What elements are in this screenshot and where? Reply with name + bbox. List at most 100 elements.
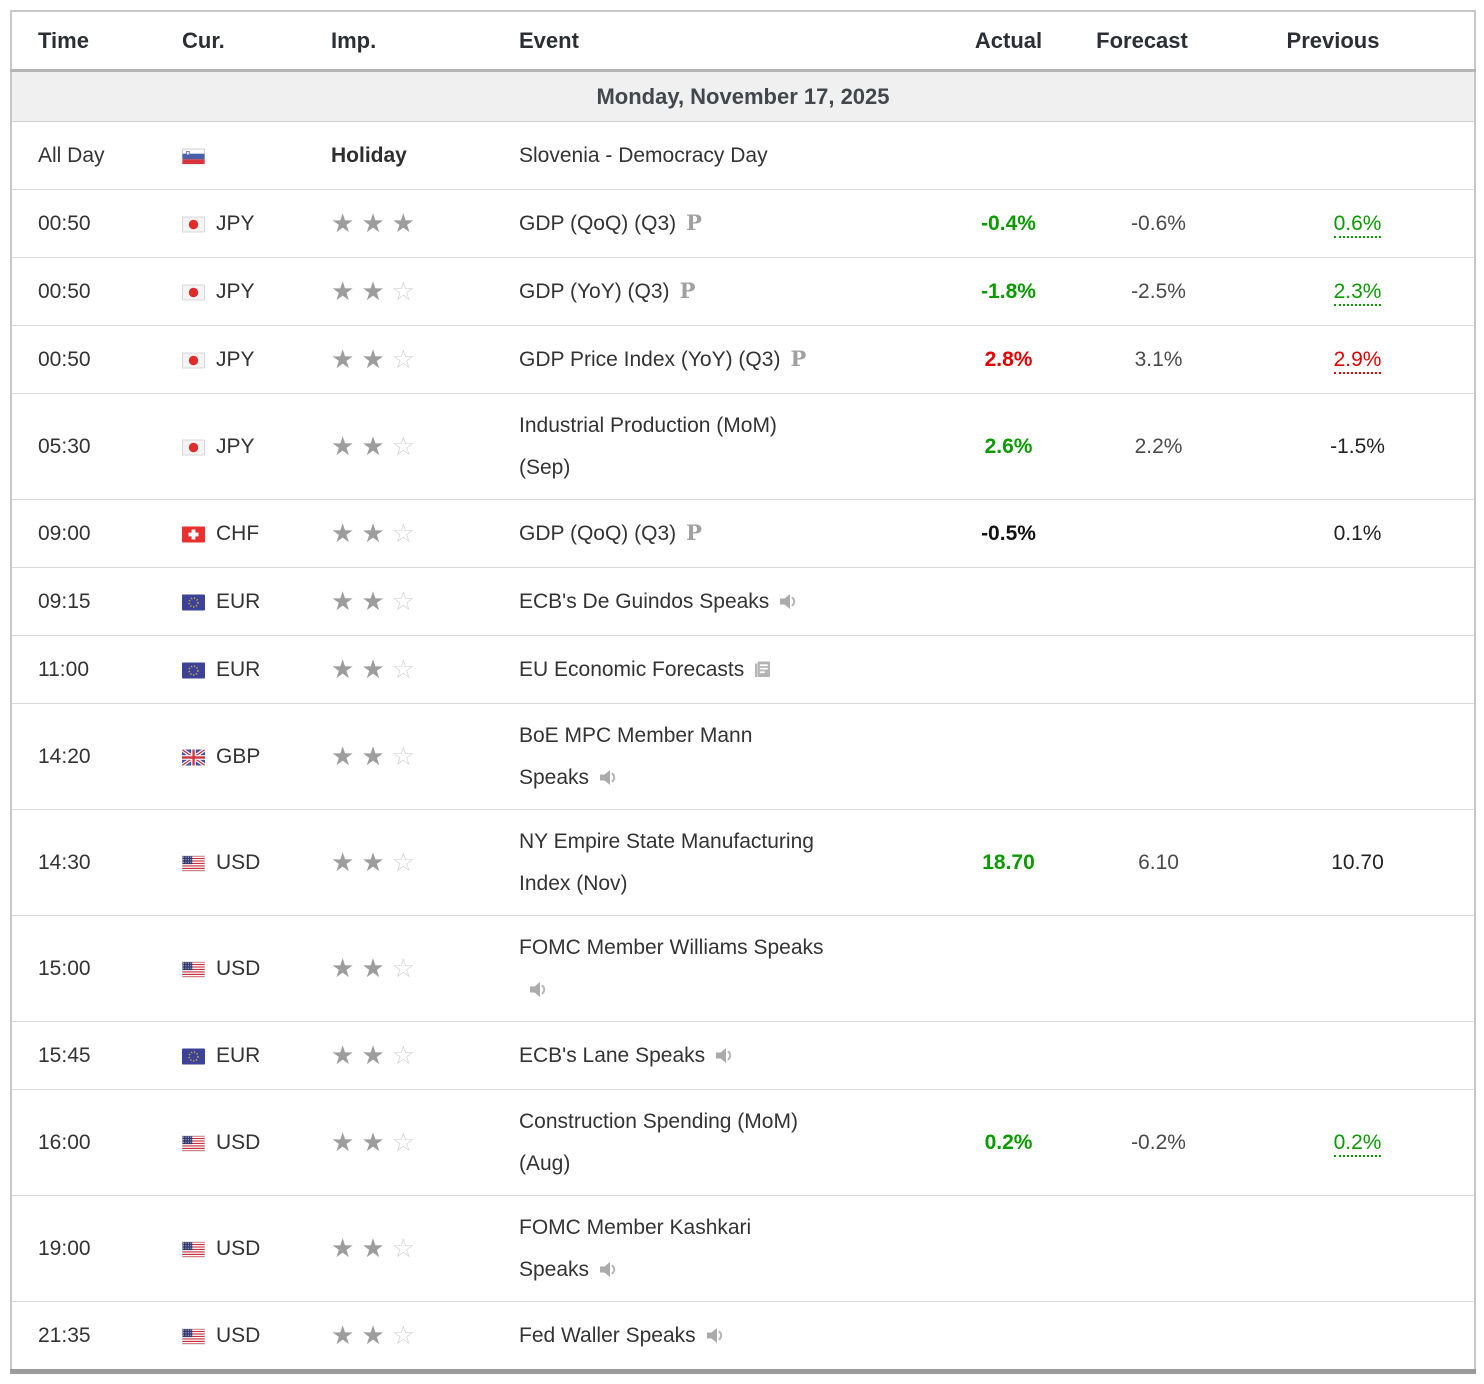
importance-rating: ★ ★ ☆	[331, 741, 422, 771]
event-text[interactable]: GDP (QoQ) (Q3)	[519, 522, 677, 545]
importance-cell: ★ ★ ☆	[301, 809, 501, 916]
star-icon: ☆	[391, 953, 415, 983]
previous-cell: 0.1%	[1241, 499, 1475, 568]
actual-cell: 18.70	[941, 809, 1076, 916]
previous-cell	[1241, 567, 1475, 636]
forecast-cell	[1076, 1195, 1241, 1302]
star-icon: ★	[331, 847, 355, 877]
event-link[interactable]: Construction Spending (MoM) (Aug)	[519, 1110, 798, 1175]
slovenia-flag-icon	[182, 148, 205, 164]
currency-cell: CHF	[136, 499, 301, 568]
event-link[interactable]: FOMC Member Williams Speaks	[519, 936, 824, 1001]
event-cell: GDP (QoQ) (Q3) P	[501, 499, 941, 568]
event-text[interactable]: Speaks	[519, 765, 590, 789]
calendar-body: Monday, November 17, 2025 All Day Holiday S…	[11, 69, 1475, 1372]
previous-value[interactable]: 0.2%	[1333, 1130, 1382, 1157]
star-icon: ★	[361, 208, 385, 238]
event-link[interactable]: GDP (YoY) (Q3) P	[519, 278, 695, 303]
event-text[interactable]: NY Empire State Manufacturing	[519, 829, 814, 853]
speaker-icon[interactable]	[528, 980, 550, 999]
previous-cell: 2.3%	[1241, 257, 1475, 326]
event-link[interactable]: ECB's De Guindos Speaks	[519, 590, 800, 613]
event-row: 14:20 GBP ★ ★ ☆ BoE MPC Member Mann Speaks	[11, 703, 1475, 810]
currency-cell: USD	[136, 1301, 301, 1372]
event-link[interactable]: GDP (QoQ) (Q3) P	[519, 210, 702, 235]
event-text[interactable]: (Sep)	[519, 455, 571, 479]
time-cell: 15:00	[11, 915, 136, 1022]
currency-cell: USD	[136, 1089, 301, 1196]
speaker-icon[interactable]	[598, 768, 620, 787]
japan-flag-icon	[182, 216, 205, 232]
speaker-icon[interactable]	[598, 1260, 620, 1279]
event-cell: EU Economic Forecasts	[501, 635, 941, 704]
event-cell: ECB's Lane Speaks	[501, 1021, 941, 1090]
event-link[interactable]: BoE MPC Member Mann Speaks	[519, 724, 752, 789]
event-text[interactable]: ECB's De Guindos Speaks	[519, 589, 770, 613]
column-header-cur: Cur.	[136, 11, 301, 71]
star-icon: ★	[331, 586, 355, 616]
star-icon: ★	[331, 431, 355, 461]
event-cell: FOMC Member Kashkari Speaks	[501, 1195, 941, 1302]
event-text[interactable]: (Aug)	[519, 1151, 571, 1175]
event-text[interactable]: Industrial Production (MoM)	[519, 413, 777, 437]
actual-cell	[941, 915, 1076, 1022]
event-text[interactable]: ECB's Lane Speaks	[519, 1043, 706, 1067]
speaker-icon[interactable]	[778, 592, 800, 611]
forecast-cell	[1076, 1021, 1241, 1090]
event-link[interactable]: Slovenia - Democracy Day	[519, 144, 768, 167]
currency-code: JPY	[216, 434, 255, 458]
actual-cell: 0.2%	[941, 1089, 1076, 1196]
event-text[interactable]: GDP Price Index (YoY) (Q3)	[519, 348, 781, 371]
economic-calendar-table: Time Cur. Imp. Event Actual Forecast Previous …	[10, 10, 1476, 1374]
actual-cell: 2.6%	[941, 393, 1076, 500]
event-link[interactable]: GDP (QoQ) (Q3) P	[519, 520, 702, 545]
event-text[interactable]: GDP (QoQ) (Q3)	[519, 212, 677, 235]
event-link[interactable]: Industrial Production (MoM) (Sep)	[519, 414, 777, 479]
speaker-icon[interactable]	[705, 1326, 727, 1345]
currency-code: USD	[216, 850, 261, 874]
event-text[interactable]: FOMC Member Kashkari	[519, 1215, 752, 1239]
currency-cell: USD	[136, 915, 301, 1022]
star-icon: ☆	[391, 431, 415, 461]
importance-cell: ★ ★ ☆	[301, 1089, 501, 1196]
previous-value: -1.5%	[1330, 434, 1385, 458]
event-text[interactable]: EU Economic Forecasts	[519, 657, 745, 681]
event-text[interactable]: Speaks	[519, 1257, 590, 1281]
event-link[interactable]: Fed Waller Speaks	[519, 1324, 727, 1347]
event-link[interactable]: NY Empire State Manufacturing Index (Nov)	[519, 830, 814, 895]
forecast-cell: 6.10	[1076, 809, 1241, 916]
previous-cell	[1241, 1301, 1475, 1372]
currency-cell: GBP	[136, 703, 301, 810]
time-cell: 19:00	[11, 1195, 136, 1302]
event-text[interactable]: GDP (YoY) (Q3)	[519, 280, 670, 303]
event-text[interactable]: Fed Waller Speaks	[519, 1323, 696, 1347]
previous-cell	[1241, 121, 1475, 190]
previous-value[interactable]: 2.9%	[1333, 347, 1382, 374]
usa-flag-icon	[182, 961, 205, 977]
event-text[interactable]: Construction Spending (MoM)	[519, 1109, 798, 1133]
forecast-cell: 3.1%	[1076, 325, 1241, 394]
date-header: Monday, November 17, 2025	[11, 69, 1475, 122]
star-icon: ★	[391, 208, 415, 238]
forecast-value: -0.2%	[1131, 1130, 1186, 1154]
star-icon: ★	[331, 276, 355, 306]
event-text[interactable]: FOMC Member Williams Speaks	[519, 935, 824, 959]
event-link[interactable]: FOMC Member Kashkari Speaks	[519, 1216, 751, 1281]
previous-cell	[1241, 1021, 1475, 1090]
star-icon: ★	[331, 953, 355, 983]
importance-cell: ★ ★ ☆	[301, 393, 501, 500]
time-cell: 09:00	[11, 499, 136, 568]
speaker-icon[interactable]	[714, 1046, 736, 1065]
event-text[interactable]: BoE MPC Member Mann	[519, 723, 753, 747]
previous-value[interactable]: 2.3%	[1333, 279, 1382, 306]
event-link[interactable]: GDP Price Index (YoY) (Q3) P	[519, 346, 806, 371]
event-text[interactable]: Index (Nov)	[519, 871, 628, 895]
event-link[interactable]: EU Economic Forecasts	[519, 658, 772, 681]
event-cell: Slovenia - Democracy Day	[501, 121, 941, 190]
event-link[interactable]: ECB's Lane Speaks	[519, 1044, 736, 1067]
event-text[interactable]: Slovenia - Democracy Day	[519, 143, 768, 167]
report-icon[interactable]	[753, 660, 772, 679]
star-icon: ★	[361, 586, 385, 616]
star-icon: ★	[331, 741, 355, 771]
previous-value[interactable]: 0.6%	[1333, 211, 1382, 238]
